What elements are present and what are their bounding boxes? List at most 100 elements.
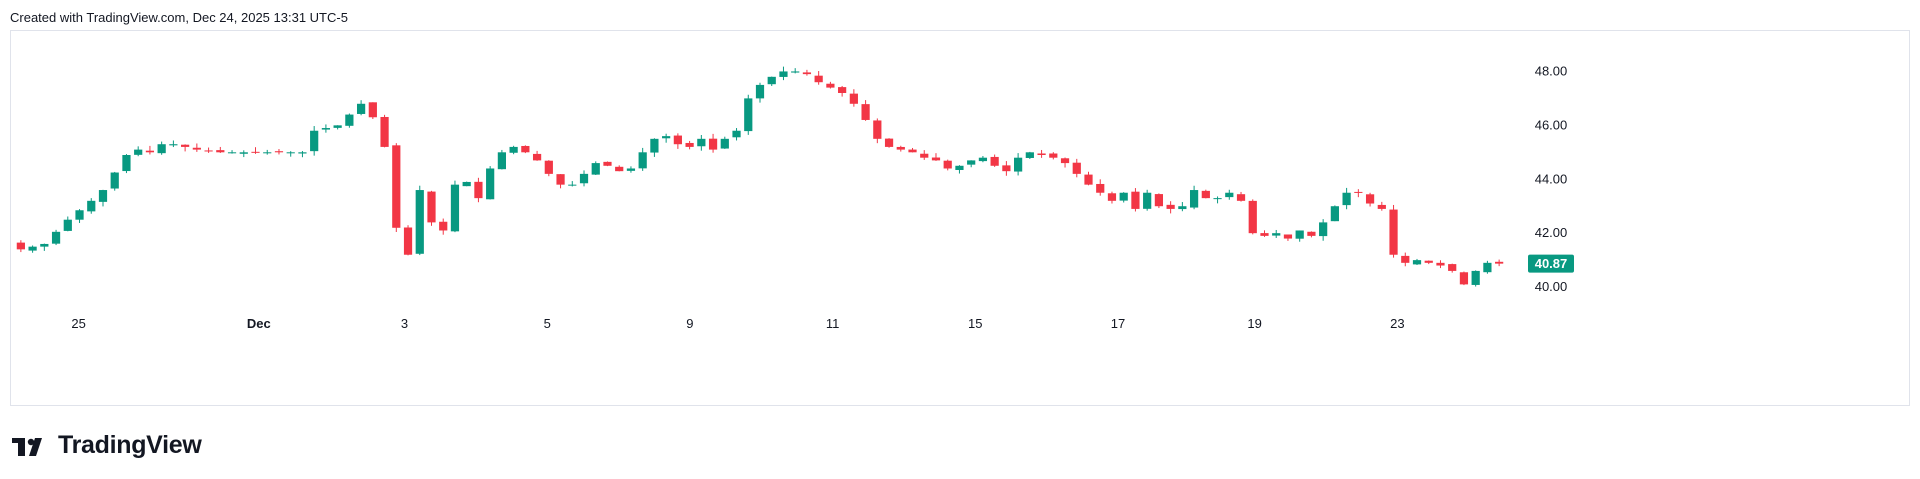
candle-up[interactable] bbox=[486, 168, 495, 200]
candle-up[interactable] bbox=[227, 152, 237, 154]
candle-down[interactable] bbox=[1354, 191, 1363, 193]
candle-up[interactable] bbox=[356, 103, 366, 114]
candle-down[interactable] bbox=[216, 150, 225, 153]
candle-down[interactable] bbox=[1201, 190, 1210, 199]
candle-up[interactable] bbox=[333, 125, 342, 128]
candle-down[interactable] bbox=[1283, 234, 1293, 239]
candle-down[interactable] bbox=[615, 166, 624, 172]
candle-down[interactable] bbox=[685, 142, 694, 147]
candle-down[interactable] bbox=[673, 135, 682, 145]
candle-down[interactable] bbox=[427, 191, 436, 223]
candle-down[interactable] bbox=[1401, 255, 1410, 263]
candlestick-chart[interactable]: 40.00 42.00 44.00 46.00 48.00 25 Dec 3 5 9 11 15 17… bbox=[11, 31, 1911, 407]
candle-down[interactable] bbox=[1154, 194, 1164, 207]
candle-up[interactable] bbox=[415, 190, 424, 254]
candle-down[interactable] bbox=[439, 221, 448, 231]
tradingview-logo[interactable]: TradingView bbox=[12, 431, 202, 460]
candle-down[interactable] bbox=[1260, 233, 1269, 236]
candle-down[interactable] bbox=[884, 138, 894, 147]
time-axis[interactable]: 25 Dec 3 5 9 11 15 17 19 23 bbox=[71, 316, 1404, 331]
candle-down[interactable] bbox=[708, 138, 718, 150]
candle-up[interactable] bbox=[239, 152, 248, 154]
candle-up[interactable] bbox=[626, 168, 636, 171]
chart-panel[interactable]: 40.00 42.00 44.00 46.00 48.00 25 Dec 3 5 9 11 15 17… bbox=[10, 30, 1910, 406]
candle-up[interactable] bbox=[779, 71, 788, 77]
candle-down[interactable] bbox=[896, 146, 905, 150]
candle-up[interactable] bbox=[1014, 157, 1023, 172]
candle-down[interactable] bbox=[931, 157, 941, 161]
candle-down[interactable] bbox=[849, 93, 858, 104]
candle-up[interactable] bbox=[169, 144, 178, 146]
candle-up[interactable] bbox=[744, 98, 753, 132]
candle-up[interactable] bbox=[134, 149, 143, 155]
candle-down[interactable] bbox=[181, 144, 190, 147]
candle-up[interactable] bbox=[967, 160, 976, 165]
candle-up[interactable] bbox=[110, 172, 119, 189]
candle-down[interactable] bbox=[544, 160, 553, 174]
candle-up[interactable] bbox=[286, 152, 295, 154]
candle-down[interactable] bbox=[1389, 209, 1398, 255]
candle-down[interactable] bbox=[1307, 231, 1316, 236]
candle-up[interactable] bbox=[63, 219, 72, 231]
candle-down[interactable] bbox=[1107, 193, 1117, 201]
candle-up[interactable] bbox=[157, 144, 166, 154]
candle-up[interactable] bbox=[87, 200, 96, 212]
candle-down[interactable] bbox=[1131, 191, 1140, 209]
candle-down[interactable] bbox=[1377, 204, 1386, 209]
candle-down[interactable] bbox=[603, 161, 612, 166]
candle-up[interactable] bbox=[1483, 262, 1492, 273]
candle-up[interactable] bbox=[1178, 206, 1187, 210]
candle-up[interactable] bbox=[51, 231, 61, 244]
candle-up[interactable] bbox=[1025, 152, 1034, 158]
candle-down[interactable] bbox=[251, 151, 260, 153]
candle-up[interactable] bbox=[978, 157, 988, 162]
candle-down[interactable] bbox=[920, 153, 929, 158]
candle-down[interactable] bbox=[532, 153, 542, 161]
candle-up[interactable] bbox=[263, 152, 272, 154]
candle-up[interactable] bbox=[791, 71, 800, 73]
candle-down[interactable] bbox=[1002, 165, 1011, 172]
candle-down[interactable] bbox=[274, 151, 284, 153]
candle-up[interactable] bbox=[298, 152, 307, 154]
candle-up[interactable] bbox=[1213, 198, 1222, 200]
candle-up[interactable] bbox=[509, 146, 518, 153]
candle-up[interactable] bbox=[98, 190, 108, 202]
candle-up[interactable] bbox=[1225, 192, 1234, 198]
candle-down[interactable] bbox=[1166, 204, 1175, 209]
candle-up[interactable] bbox=[1471, 270, 1480, 285]
candle-up[interactable] bbox=[1319, 222, 1328, 237]
candle-up[interactable] bbox=[579, 173, 589, 184]
candle-down[interactable] bbox=[1365, 194, 1375, 204]
candle-down[interactable] bbox=[1037, 153, 1046, 155]
candle-down[interactable] bbox=[1448, 264, 1457, 271]
candle-up[interactable] bbox=[767, 76, 776, 85]
candle-up[interactable] bbox=[1330, 206, 1339, 222]
candle-down[interactable] bbox=[1096, 183, 1105, 193]
candle-up[interactable] bbox=[28, 246, 37, 251]
candle-up[interactable] bbox=[1272, 233, 1281, 236]
candle-down[interactable] bbox=[943, 160, 952, 169]
candle-down[interactable] bbox=[556, 174, 565, 185]
candle-down[interactable] bbox=[1495, 261, 1504, 264]
candle-down[interactable] bbox=[1459, 272, 1469, 285]
candle-down[interactable] bbox=[826, 83, 835, 88]
candle-down[interactable] bbox=[392, 145, 401, 228]
candle-up[interactable] bbox=[568, 184, 577, 186]
candle-down[interactable] bbox=[861, 104, 870, 120]
candle-down[interactable] bbox=[521, 145, 530, 153]
candle-down[interactable] bbox=[1236, 194, 1246, 201]
candle-down[interactable] bbox=[16, 242, 25, 250]
candle-up[interactable] bbox=[755, 84, 765, 99]
candle-up[interactable] bbox=[1342, 192, 1351, 206]
candle-up[interactable] bbox=[1143, 192, 1152, 209]
candle-up[interactable] bbox=[591, 163, 600, 175]
candle-down[interactable] bbox=[204, 150, 213, 152]
candle-up[interactable] bbox=[1295, 230, 1304, 239]
candle-up[interactable] bbox=[1189, 190, 1199, 208]
candle-down[interactable] bbox=[1436, 262, 1445, 266]
candle-down[interactable] bbox=[1049, 153, 1058, 158]
candle-down[interactable] bbox=[802, 72, 812, 75]
candle-up[interactable] bbox=[732, 130, 741, 138]
candle-down[interactable] bbox=[403, 227, 413, 255]
candle-down[interactable] bbox=[1424, 260, 1433, 263]
